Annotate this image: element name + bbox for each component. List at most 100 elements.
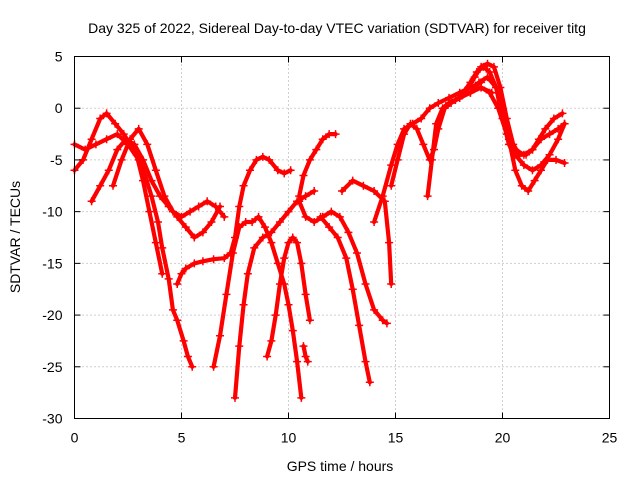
data-point: [370, 305, 379, 314]
series-line: [175, 154, 293, 287]
data-series: [70, 59, 569, 402]
x-axis-label: GPS time / hours: [287, 458, 394, 474]
series-track-11: [295, 197, 391, 328]
y-tick-label: -5: [50, 152, 63, 168]
chart-title: Day 325 of 2022, Sidereal Day-to-day VTE…: [88, 20, 586, 36]
data-point: [511, 166, 520, 175]
data-point: [305, 316, 314, 325]
data-point: [235, 342, 244, 351]
data-point: [96, 181, 105, 190]
data-point: [295, 197, 304, 206]
data-point: [267, 238, 276, 247]
data-point: [524, 186, 533, 195]
data-point: [216, 331, 225, 340]
data-point: [252, 155, 261, 164]
data-point: [284, 207, 293, 216]
data-point: [492, 83, 501, 92]
data-point: [87, 197, 96, 206]
data-point: [485, 68, 494, 77]
data-point: [438, 104, 447, 113]
data-point: [293, 238, 302, 247]
series-track-18: [466, 73, 569, 195]
data-point: [528, 166, 537, 175]
y-tick-label: -30: [42, 411, 62, 427]
series-track-13: [338, 176, 396, 289]
data-point: [466, 88, 475, 97]
data-point: [378, 316, 387, 325]
data-point: [168, 305, 177, 314]
data-point: [423, 192, 432, 201]
data-point: [310, 217, 319, 226]
data-point: [333, 233, 342, 242]
y-tick-label: -10: [42, 204, 62, 220]
series-track-1: [70, 130, 197, 371]
data-point: [342, 254, 351, 263]
data-point: [387, 161, 396, 170]
data-point: [111, 119, 120, 128]
data-point: [378, 192, 387, 201]
data-point: [119, 130, 128, 139]
data-point: [359, 181, 368, 190]
data-point: [419, 140, 428, 149]
data-point: [207, 217, 216, 226]
series-line: [297, 132, 338, 199]
series-track-4: [109, 124, 229, 221]
data-point: [130, 140, 139, 149]
data-point: [117, 155, 126, 164]
data-point: [543, 155, 552, 164]
data-point: [145, 207, 154, 216]
data-point: [370, 217, 379, 226]
y-tick-label: 0: [55, 100, 63, 116]
data-point: [181, 223, 190, 232]
data-point: [181, 264, 190, 273]
data-point: [348, 176, 357, 185]
data-point: [211, 202, 220, 211]
series-line: [89, 137, 223, 240]
data-point: [331, 130, 340, 139]
data-point: [517, 181, 526, 190]
data-point: [151, 166, 160, 175]
data-point: [284, 300, 293, 309]
data-point: [297, 259, 306, 268]
data-point: [209, 362, 218, 371]
data-point: [203, 197, 212, 206]
data-point: [258, 152, 267, 161]
data-point: [265, 155, 274, 164]
data-point: [239, 300, 248, 309]
data-point: [284, 238, 293, 247]
data-point: [303, 357, 312, 366]
data-point: [434, 99, 443, 108]
data-point: [168, 207, 177, 216]
data-point: [164, 274, 173, 283]
data-point: [273, 259, 282, 268]
data-point: [96, 114, 105, 123]
data-point: [528, 145, 537, 154]
data-point: [188, 362, 197, 371]
data-point: [485, 88, 494, 97]
data-point: [134, 124, 143, 133]
data-point: [293, 357, 302, 366]
series-track-5: [173, 152, 295, 289]
data-point: [348, 285, 357, 294]
data-point: [519, 150, 528, 159]
data-point: [318, 135, 327, 144]
data-point: [425, 104, 434, 113]
data-point: [286, 166, 295, 175]
data-point: [147, 176, 156, 185]
data-point: [352, 249, 361, 258]
data-point: [554, 135, 563, 144]
data-point: [209, 255, 218, 264]
series-track-8: [263, 233, 314, 361]
y-tick-label: -20: [42, 307, 62, 323]
data-point: [198, 257, 207, 266]
x-tick-label: 5: [178, 430, 186, 446]
series-line: [468, 75, 567, 194]
data-point: [537, 166, 546, 175]
data-point: [502, 130, 511, 139]
data-point: [177, 269, 186, 278]
data-point: [235, 223, 244, 232]
data-point: [325, 223, 334, 232]
data-point: [301, 352, 310, 361]
data-point: [267, 228, 276, 237]
data-point: [387, 280, 396, 289]
